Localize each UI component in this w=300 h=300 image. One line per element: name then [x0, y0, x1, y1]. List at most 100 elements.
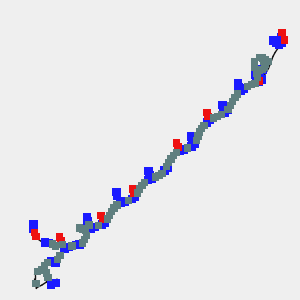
Bar: [187, 132, 195, 141]
Bar: [56, 233, 63, 241]
Bar: [110, 204, 118, 211]
Bar: [108, 208, 115, 215]
Bar: [196, 128, 203, 136]
Bar: [90, 223, 99, 231]
Bar: [253, 66, 260, 73]
Bar: [261, 61, 268, 68]
Bar: [184, 144, 191, 152]
Bar: [47, 257, 55, 265]
Bar: [280, 36, 288, 44]
Bar: [128, 195, 136, 203]
Bar: [221, 108, 229, 117]
Bar: [259, 66, 266, 73]
Bar: [256, 54, 263, 61]
Bar: [47, 280, 55, 289]
Bar: [160, 166, 169, 175]
Bar: [255, 66, 264, 75]
Bar: [203, 118, 211, 127]
Bar: [38, 266, 46, 274]
Bar: [44, 259, 51, 266]
Bar: [227, 102, 234, 109]
Bar: [97, 212, 105, 219]
Bar: [236, 87, 245, 95]
Bar: [152, 173, 159, 181]
Bar: [76, 224, 83, 232]
Bar: [147, 174, 156, 183]
Bar: [163, 163, 170, 170]
Bar: [158, 170, 166, 177]
Bar: [120, 197, 129, 206]
Bar: [45, 239, 53, 247]
Bar: [155, 172, 163, 179]
Bar: [252, 74, 261, 83]
Bar: [82, 227, 89, 234]
Bar: [188, 136, 196, 145]
Bar: [41, 238, 49, 247]
Bar: [276, 37, 285, 45]
Bar: [59, 241, 66, 248]
Bar: [234, 79, 242, 88]
Bar: [210, 114, 217, 122]
Bar: [57, 237, 64, 245]
Bar: [51, 279, 60, 287]
Bar: [251, 70, 260, 79]
Bar: [87, 224, 95, 233]
Bar: [131, 192, 139, 201]
Bar: [106, 212, 113, 219]
Bar: [253, 70, 260, 77]
Bar: [56, 252, 64, 259]
Bar: [144, 176, 152, 184]
Bar: [32, 232, 40, 240]
Bar: [134, 189, 141, 197]
Bar: [255, 77, 262, 85]
Bar: [219, 105, 227, 113]
Bar: [257, 75, 266, 84]
Bar: [256, 67, 263, 74]
Bar: [193, 136, 200, 144]
Bar: [187, 142, 196, 151]
Bar: [248, 81, 255, 88]
Bar: [278, 38, 286, 47]
Bar: [214, 113, 221, 120]
Bar: [194, 132, 202, 140]
Bar: [167, 155, 175, 163]
Bar: [112, 188, 121, 196]
Bar: [31, 229, 38, 236]
Bar: [104, 215, 111, 223]
Bar: [54, 256, 61, 263]
Bar: [49, 240, 56, 247]
Bar: [229, 98, 236, 105]
Bar: [198, 125, 205, 132]
Bar: [224, 105, 232, 114]
Bar: [176, 146, 184, 155]
Bar: [206, 116, 214, 124]
Bar: [138, 182, 146, 189]
Bar: [259, 54, 266, 61]
Bar: [218, 111, 225, 118]
Bar: [81, 236, 88, 243]
Bar: [234, 90, 241, 98]
Bar: [34, 268, 41, 275]
Bar: [165, 159, 172, 166]
Bar: [203, 109, 211, 116]
Bar: [52, 242, 59, 250]
Bar: [204, 112, 212, 120]
Bar: [29, 224, 38, 233]
Bar: [264, 58, 272, 65]
Bar: [258, 65, 267, 74]
Bar: [32, 280, 40, 287]
Bar: [99, 215, 107, 223]
Bar: [190, 140, 199, 148]
Bar: [240, 84, 248, 93]
Bar: [254, 78, 263, 86]
Bar: [172, 139, 180, 147]
Bar: [116, 199, 125, 207]
Bar: [262, 56, 269, 63]
Bar: [136, 185, 143, 193]
Bar: [224, 106, 232, 113]
Bar: [244, 83, 251, 90]
Bar: [44, 274, 52, 281]
Bar: [130, 189, 137, 197]
Bar: [141, 179, 148, 186]
Bar: [98, 220, 106, 229]
